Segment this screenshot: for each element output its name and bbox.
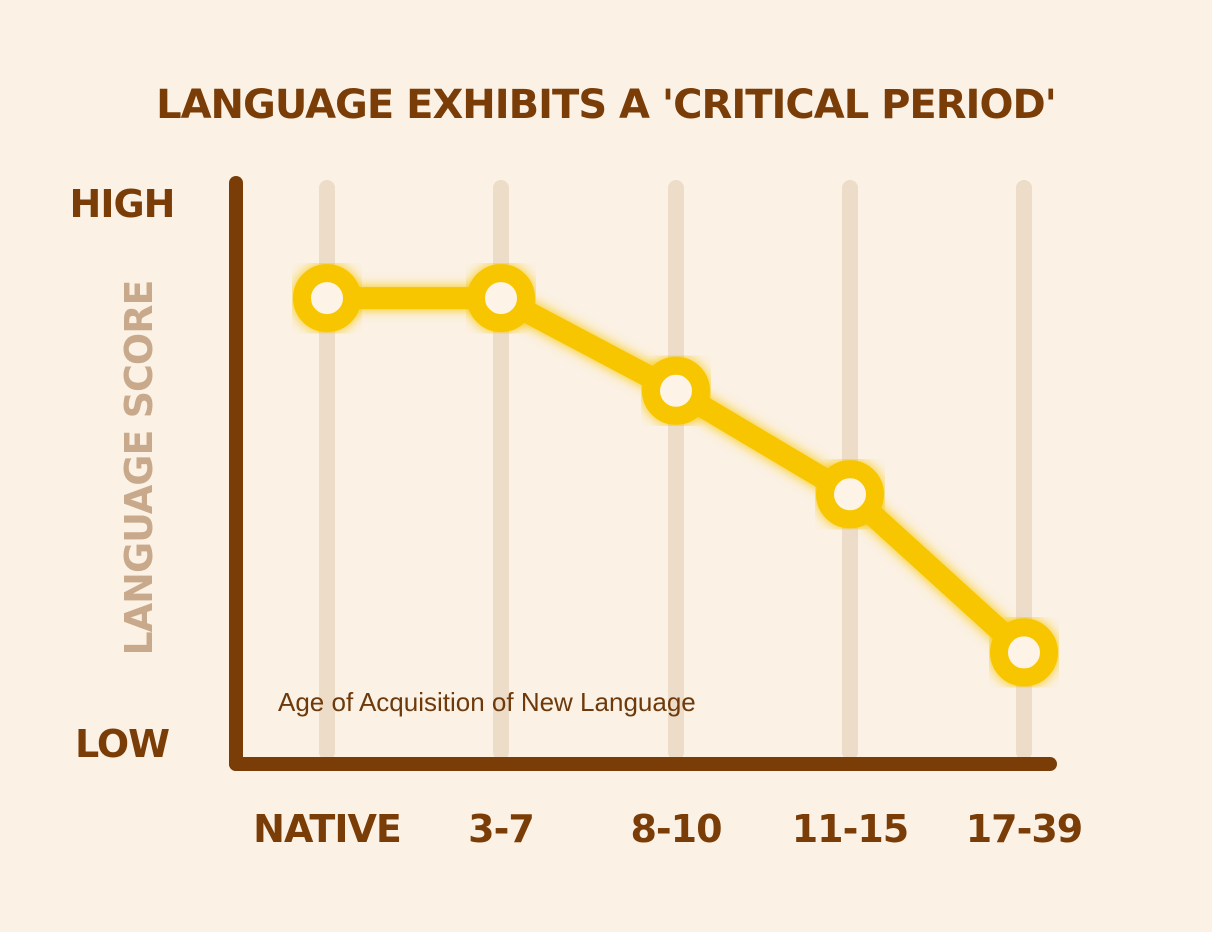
y-low-label: LOW bbox=[75, 722, 169, 766]
axes bbox=[229, 176, 1057, 771]
x-tick-labels: NATIVE 3-7 8-10 11-15 17-39 bbox=[253, 807, 1083, 851]
x-tick-label: 8-10 bbox=[630, 807, 721, 851]
x-tick-label: 3-7 bbox=[468, 807, 534, 851]
series-markers bbox=[293, 264, 1058, 687]
gridlines bbox=[319, 180, 1032, 760]
data-point-native bbox=[293, 264, 361, 333]
x-tick-label: 11-15 bbox=[792, 807, 909, 851]
x-tick-label: NATIVE bbox=[253, 807, 401, 851]
data-point-8-10 bbox=[642, 356, 710, 425]
x-tick-label: 17-39 bbox=[966, 807, 1083, 851]
chart-title: LANGUAGE EXHIBITS A 'CRITICAL PERIOD' bbox=[156, 82, 1056, 128]
data-point-11-15 bbox=[816, 460, 884, 529]
data-point-3-7 bbox=[467, 264, 535, 333]
y-high-label: HIGH bbox=[70, 182, 175, 226]
y-axis-label: LANGUAGE SCORE bbox=[117, 281, 161, 656]
x-axis-label: Age of Acquisition of New Language bbox=[278, 687, 696, 717]
data-point-17-39 bbox=[990, 618, 1058, 687]
